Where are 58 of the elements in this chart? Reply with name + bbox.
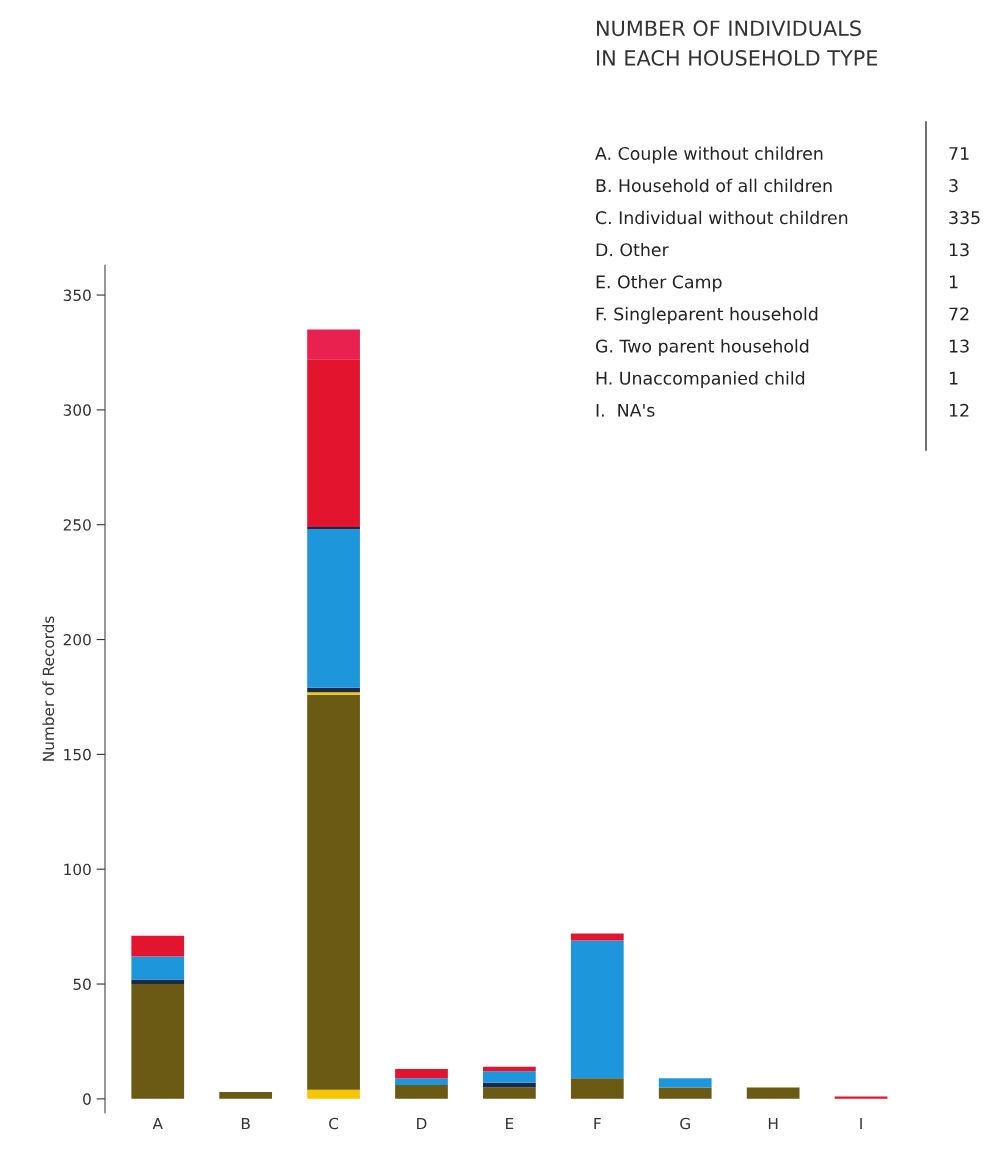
y-tick-label: 350: [63, 289, 91, 302]
annotation: I. NA's: [596, 403, 655, 417]
y-tick-label: 50: [73, 978, 91, 991]
text: D. Other: [596, 242, 669, 257]
y-tick-label: 300: [63, 404, 91, 416]
chart-title: NUMBER OF INDIVIDUALS IN EACH HOUSEHOLD TYPE: [597, 20, 878, 66]
x-tick-label: A: [152, 1117, 163, 1130]
annotation: H. Unaccompanied child: [596, 371, 805, 389]
text: 72: [949, 307, 969, 321]
bar: [307, 692, 360, 695]
bar: [483, 1071, 536, 1083]
y-axis-title: Number of Records: [42, 616, 55, 761]
y-tick-label: 0: [83, 1093, 91, 1105]
bar: [746, 1087, 800, 1099]
bar: [483, 1087, 536, 1099]
bar: [219, 1091, 273, 1099]
annotation: F. Singleparent household: [596, 307, 818, 324]
y-tick-label: 250: [63, 519, 91, 531]
bar: [307, 359, 360, 528]
x-tick-label: I: [860, 1117, 862, 1130]
bar: [395, 1078, 448, 1086]
x-tick-label: B: [241, 1117, 250, 1130]
bar: [570, 1078, 624, 1099]
text: 3: [949, 179, 958, 193]
text: 335: [949, 211, 980, 225]
text: C. Individual without children: [595, 210, 848, 225]
bar: [131, 979, 185, 985]
bar: [395, 1069, 448, 1079]
annotation: E. Other Camp: [596, 275, 722, 292]
bar: [131, 984, 185, 1099]
x-tick-label: C: [329, 1117, 339, 1130]
x-tick-label: H: [768, 1117, 778, 1130]
y-tick-label: 150: [64, 748, 91, 761]
text: 71: [949, 147, 969, 160]
bar: [131, 935, 185, 957]
bar: [307, 1089, 360, 1099]
text: 1: [949, 275, 958, 289]
bar: [307, 694, 360, 1090]
bar: [131, 956, 185, 980]
x-tick-label: G: [680, 1117, 690, 1130]
bar: [307, 329, 360, 360]
x-tick-label: D: [417, 1117, 427, 1130]
bar: [658, 1087, 712, 1099]
text: B. Household of all children: [596, 178, 832, 193]
y-tick-label: 100: [64, 863, 91, 876]
text: A. Couple without children: [595, 146, 823, 164]
text: 1: [949, 371, 958, 385]
y-tick-label: 200: [63, 634, 91, 646]
x-tick-label: F: [594, 1117, 601, 1130]
text: 13: [949, 243, 969, 257]
text: 12: [949, 403, 969, 417]
annotation: G. Two parent household: [595, 339, 809, 356]
bar: [395, 1085, 448, 1099]
bar: [570, 940, 624, 1079]
bar: [307, 529, 360, 688]
bar: [658, 1078, 712, 1088]
x-tick-label: E: [506, 1117, 514, 1130]
text: 13: [949, 339, 969, 353]
